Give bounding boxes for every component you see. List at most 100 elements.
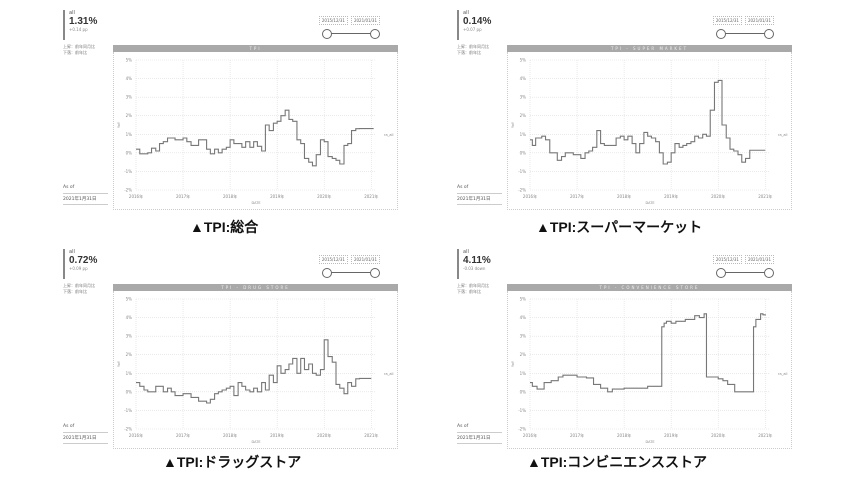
date-range-slider[interactable]: 2015/12/31 2021/01/31 bbox=[704, 255, 774, 281]
slider-handle-start[interactable] bbox=[716, 268, 726, 278]
svg-text:5%: 5% bbox=[126, 297, 133, 302]
panel-convenience: all 4.11% -0.03 down 上昇：前年同月比 下落：前年比 2015… bbox=[457, 247, 792, 452]
slider-handle-end[interactable] bbox=[370, 268, 380, 278]
svg-text:2017年: 2017年 bbox=[570, 432, 584, 438]
range-start-date[interactable]: 2015/12/31 bbox=[712, 16, 742, 25]
slider-handle-start[interactable] bbox=[322, 29, 332, 39]
svg-text:YoY: YoY bbox=[511, 360, 515, 367]
range-start-date[interactable]: 2015/12/31 bbox=[318, 255, 348, 264]
svg-text:2020年: 2020年 bbox=[711, 193, 725, 199]
kpi-card: all 1.31% +0.14 pp bbox=[63, 10, 119, 40]
svg-text:-2%: -2% bbox=[518, 427, 526, 432]
plot-area: 5% 4% 3% 2% 1% 0% -1% -2% 2016年 2017年 2018年 2019年 20… bbox=[113, 291, 398, 449]
svg-text:ra_all: ra_all bbox=[384, 133, 393, 137]
svg-text:-1%: -1% bbox=[518, 169, 526, 174]
caption-drugstore: ▲TPI:ドラッグストア bbox=[163, 454, 302, 470]
svg-text:4%: 4% bbox=[520, 315, 527, 320]
slider-handle-start[interactable] bbox=[322, 268, 332, 278]
svg-text:1%: 1% bbox=[520, 132, 527, 137]
caption-convenience: ▲TPI:コンビニエンスストア bbox=[527, 454, 708, 470]
plot-area: 5% 4% 3% 2% 1% 0% -1% -2% 2016年 2017年 2018年 2019年 20… bbox=[507, 52, 792, 210]
as-of-date: 2021年1月31日 bbox=[63, 432, 108, 444]
chart-title: TPI - CONVENIENCE STORE bbox=[507, 284, 792, 291]
svg-text:2%: 2% bbox=[520, 113, 527, 118]
slider-track[interactable] bbox=[324, 33, 378, 34]
svg-text:YoY: YoY bbox=[117, 121, 121, 128]
svg-text:-1%: -1% bbox=[518, 408, 526, 413]
as-of-label: As of bbox=[457, 185, 469, 190]
slider-track[interactable] bbox=[718, 272, 772, 273]
svg-text:0%: 0% bbox=[520, 389, 527, 394]
date-range-slider[interactable]: 2015/12/31 2021/01/31 bbox=[704, 16, 774, 42]
panel-total: all 1.31% +0.14 pp 上昇：前年同月比 下落：前年比 2015/1… bbox=[63, 8, 398, 213]
svg-text:2019年: 2019年 bbox=[664, 193, 678, 199]
caption-supermarket: ▲TPI:スーパーマーケット bbox=[536, 219, 703, 235]
meta-line: 上昇：前年同月比 bbox=[457, 283, 489, 288]
svg-text:5%: 5% bbox=[520, 58, 527, 63]
svg-text:2020年: 2020年 bbox=[317, 432, 331, 438]
svg-text:2016年: 2016年 bbox=[129, 432, 143, 438]
meta-line: 下落：前年比 bbox=[63, 50, 87, 55]
svg-text:3%: 3% bbox=[520, 334, 527, 339]
date-range-slider[interactable]: 2015/12/31 2021/01/31 bbox=[310, 16, 380, 42]
svg-text:3%: 3% bbox=[520, 95, 527, 100]
slider-handle-start[interactable] bbox=[716, 29, 726, 39]
svg-text:0%: 0% bbox=[126, 389, 133, 394]
svg-text:1%: 1% bbox=[126, 132, 133, 137]
svg-text:2020年: 2020年 bbox=[317, 193, 331, 199]
kpi-card: all 0.14% +0.07 pp bbox=[457, 10, 513, 40]
svg-text:3%: 3% bbox=[126, 95, 133, 100]
slider-handle-end[interactable] bbox=[764, 29, 774, 39]
kpi-card: all 4.11% -0.03 down bbox=[457, 249, 513, 279]
range-start-date[interactable]: 2015/12/31 bbox=[712, 255, 742, 264]
range-end-date[interactable]: 2021/01/31 bbox=[350, 255, 380, 264]
legend-notes: 上昇：前年同月比 下落：前年比 bbox=[63, 44, 95, 56]
date-range-slider[interactable]: 2015/12/31 2021/01/31 bbox=[310, 255, 380, 281]
caption-total: ▲TPI:総合 bbox=[190, 219, 259, 235]
svg-text:2%: 2% bbox=[520, 352, 527, 357]
svg-text:2021年: 2021年 bbox=[758, 432, 772, 438]
svg-text:-2%: -2% bbox=[518, 188, 526, 193]
range-end-date[interactable]: 2021/01/31 bbox=[744, 16, 774, 25]
meta-line: 下落：前年比 bbox=[63, 289, 87, 294]
slider-handle-end[interactable] bbox=[370, 29, 380, 39]
svg-text:2016年: 2016年 bbox=[129, 193, 143, 199]
svg-text:-1%: -1% bbox=[124, 169, 132, 174]
as-of-date: 2021年1月31日 bbox=[457, 193, 502, 205]
svg-text:5%: 5% bbox=[126, 58, 133, 63]
panel-supermarket: all 0.14% +0.07 pp 上昇：前年同月比 下落：前年比 2015/1… bbox=[457, 8, 792, 213]
svg-text:ra_all: ra_all bbox=[384, 372, 393, 376]
as-of: As of 2021年1月31日 bbox=[457, 424, 502, 444]
kpi-value: 4.11% bbox=[463, 255, 491, 266]
chart-title: TPI - DRUG STORE bbox=[113, 284, 398, 291]
chart-title: TPI - SUPER MARKET bbox=[507, 45, 792, 52]
kpi-card: all 0.72% +0.09 pp bbox=[63, 249, 119, 279]
svg-text:4%: 4% bbox=[126, 315, 133, 320]
svg-text:2019年: 2019年 bbox=[664, 432, 678, 438]
svg-text:DATE: DATE bbox=[645, 201, 654, 205]
slider-handle-end[interactable] bbox=[764, 268, 774, 278]
kpi-value: 1.31% bbox=[69, 16, 98, 27]
range-end-date[interactable]: 2021/01/31 bbox=[744, 255, 774, 264]
kpi-value: 0.72% bbox=[69, 255, 98, 266]
kpi-label: all bbox=[463, 10, 469, 16]
svg-text:2016年: 2016年 bbox=[523, 432, 537, 438]
kpi-label: all bbox=[69, 10, 75, 16]
meta-line: 上昇：前年同月比 bbox=[63, 44, 95, 49]
svg-text:0%: 0% bbox=[126, 150, 133, 155]
line-chart: 5% 4% 3% 2% 1% 0% -1% -2%2016年 2017年 2018年 2019年 20… bbox=[511, 297, 787, 445]
slider-track[interactable] bbox=[718, 33, 772, 34]
slider-track[interactable] bbox=[324, 272, 378, 273]
svg-text:2%: 2% bbox=[126, 113, 133, 118]
meta-line: 上昇：前年同月比 bbox=[457, 44, 489, 49]
svg-text:DATE: DATE bbox=[251, 201, 260, 205]
kpi-change: +0.07 pp bbox=[463, 27, 482, 32]
as-of-label: As of bbox=[457, 424, 469, 429]
meta-line: 下落：前年比 bbox=[457, 289, 481, 294]
as-of: As of 2021年1月31日 bbox=[457, 185, 502, 205]
as-of: As of 2021年1月31日 bbox=[63, 185, 108, 205]
range-start-date[interactable]: 2015/12/31 bbox=[318, 16, 348, 25]
range-end-date[interactable]: 2021/01/31 bbox=[350, 16, 380, 25]
svg-text:2019年: 2019年 bbox=[270, 193, 284, 199]
kpi-value: 0.14% bbox=[463, 16, 492, 27]
